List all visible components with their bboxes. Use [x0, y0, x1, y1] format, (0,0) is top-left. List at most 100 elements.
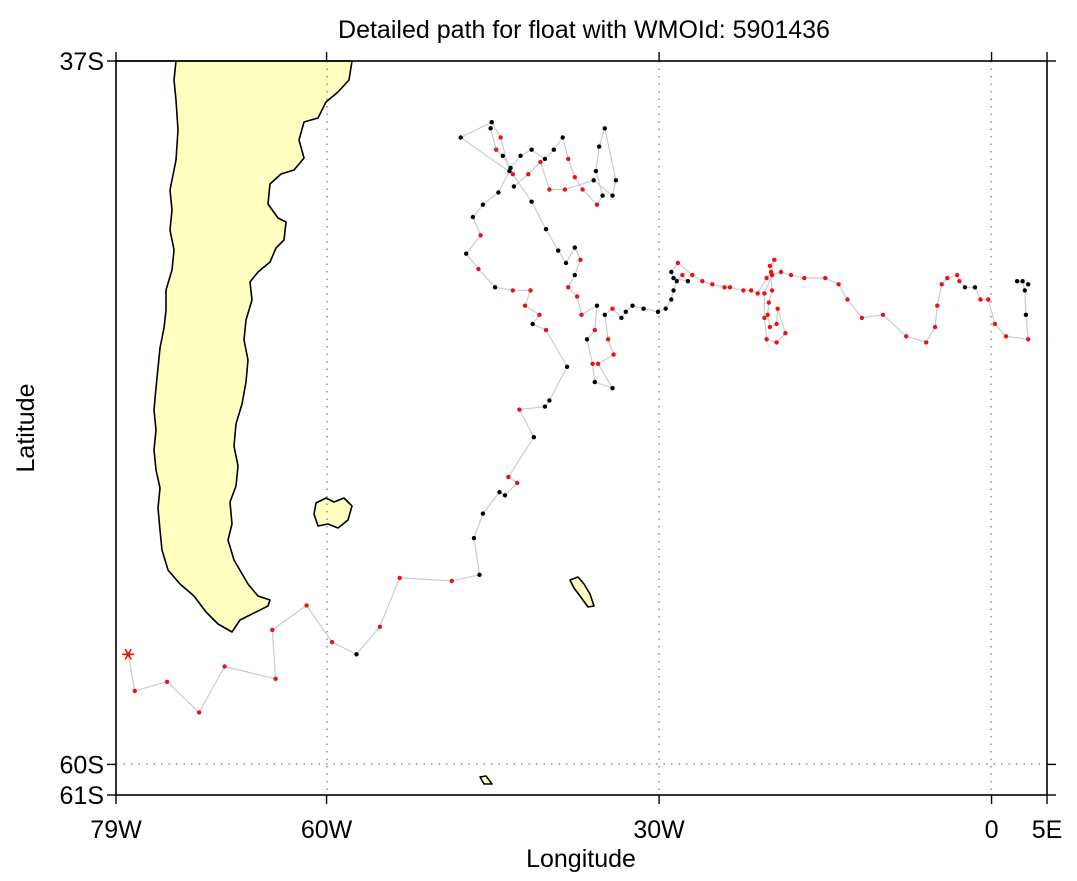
float-position-point: [663, 306, 668, 311]
float-position-point: [529, 147, 534, 152]
float-position-point: [690, 272, 695, 278]
float-position-point: [530, 321, 535, 327]
chart-title: Detailed path for float with WMOId: 5901…: [338, 16, 830, 44]
x-tick-label: 5E: [1032, 816, 1063, 844]
float-position-point: [510, 172, 515, 177]
float-position-point: [1023, 312, 1029, 317]
float-position-point: [508, 165, 513, 171]
float-position-point: [775, 306, 780, 311]
float-position-point: [354, 652, 359, 657]
float-position-point: [471, 535, 477, 541]
land-masses: [115, 60, 595, 785]
float-position-point: [783, 331, 788, 336]
float-position-point: [397, 575, 402, 581]
float-position-point: [600, 193, 605, 198]
float-position-point: [595, 361, 601, 366]
float-position-point: [222, 664, 227, 669]
float-position-point: [562, 187, 568, 192]
float-position-point: [1026, 337, 1031, 342]
start-marker-stroke: [124, 648, 132, 660]
float-position-point: [566, 285, 571, 290]
float-position-point: [488, 126, 493, 131]
float-position-point: [477, 572, 482, 577]
float-position-point: [564, 364, 570, 369]
x-tick-label: 0: [985, 816, 999, 844]
float-position-point: [500, 153, 505, 158]
float-position-point: [542, 156, 548, 162]
float-position-point: [1014, 279, 1020, 284]
float-position-point: [610, 386, 615, 391]
float-position-point: [610, 193, 615, 198]
float-position-point: [584, 337, 590, 342]
float-position-point: [962, 285, 968, 290]
float-position-point: [623, 309, 628, 314]
axis-ticks: 79W 60W 30W 0 5E 37S 60S 61S: [60, 48, 1063, 844]
float-position-point: [531, 435, 536, 440]
float-position-point: [945, 275, 950, 281]
y-tick-label: 37S: [60, 48, 104, 76]
float-position-point: [727, 285, 733, 290]
float-position-point: [986, 297, 991, 302]
float-position-point: [494, 147, 499, 152]
x-tick-label: 79W: [90, 816, 142, 844]
float-position-point: [492, 285, 498, 290]
float-position-point: [766, 300, 771, 305]
float-position-point: [674, 279, 679, 284]
float-position-point: [511, 184, 517, 189]
plot-area: [115, 60, 1048, 796]
float-position-point: [765, 312, 770, 317]
float-position-point: [506, 474, 511, 480]
float-position-point: [522, 303, 528, 308]
float-position-point: [470, 214, 476, 220]
float-positions: [122, 120, 1031, 715]
float-position-point: [579, 312, 584, 317]
float-position-point: [764, 275, 769, 281]
south-america-landmass: [115, 60, 353, 633]
south-georgia-island: [569, 576, 595, 608]
float-position-point: [273, 676, 278, 681]
float-position-point: [164, 679, 170, 684]
float-position-point: [592, 327, 597, 333]
float-position-point: [778, 269, 784, 275]
float-position-point: [377, 624, 382, 629]
float-position-point: [859, 315, 865, 321]
float-position-point: [769, 272, 775, 278]
float-position-point: [769, 288, 775, 293]
float-position-point: [939, 282, 944, 287]
float-position-point: [836, 282, 841, 287]
float-position-point: [572, 272, 577, 278]
float-position-point: [845, 297, 850, 302]
float-position-point: [680, 272, 685, 278]
float-position-point: [304, 603, 309, 608]
float-position-point: [449, 578, 454, 584]
float-position-point: [671, 288, 676, 293]
grid-lines: [116, 61, 1047, 795]
x-tick-label: 30W: [633, 816, 685, 844]
south-sandwich-island: [479, 775, 493, 785]
float-position-point: [700, 279, 705, 284]
float-position-point: [547, 398, 552, 403]
float-position-point: [671, 275, 676, 281]
float-position-point: [196, 710, 202, 715]
float-position-point: [955, 272, 960, 278]
float-position-point: [329, 639, 335, 645]
float-position-point: [613, 178, 619, 183]
float-track-line: [127, 121, 1029, 714]
float-position-point: [574, 294, 580, 299]
float-position-point: [610, 306, 615, 311]
float-position-point: [594, 202, 600, 207]
float-position-point: [510, 288, 515, 293]
x-axis-label: Longitude: [526, 845, 636, 873]
float-position-point: [764, 337, 769, 342]
float-position-point: [476, 266, 481, 272]
float-position-point: [823, 275, 828, 281]
float-position-point: [630, 303, 635, 308]
float-position-point: [480, 202, 486, 207]
float-position-point: [528, 288, 533, 293]
start-position-marker: [122, 648, 135, 660]
float-position-point: [957, 279, 962, 284]
float-position-point: [515, 480, 520, 486]
float-position-point: [572, 175, 577, 180]
float-position-point: [502, 493, 508, 498]
float-position-point: [802, 275, 807, 281]
